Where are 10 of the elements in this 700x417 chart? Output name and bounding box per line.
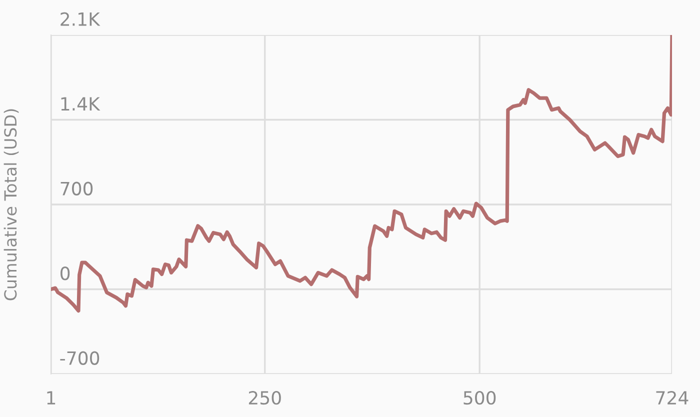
x-tick-label: 250 (248, 390, 281, 405)
y-tick-label: 2.1K (60, 12, 100, 26)
x-tick-label: 1 (47, 391, 56, 404)
y-tick-label: 700 (60, 182, 93, 196)
y-tick-label: 0 (60, 266, 70, 280)
x-tick-label: 724 (656, 390, 688, 404)
y-tick-label: 1.4K (61, 97, 100, 110)
y-tick-label: -700 (60, 351, 100, 365)
x-tick-label: 500 (464, 390, 496, 405)
y-axis-title: Cumulative Total (USD) (4, 109, 19, 300)
